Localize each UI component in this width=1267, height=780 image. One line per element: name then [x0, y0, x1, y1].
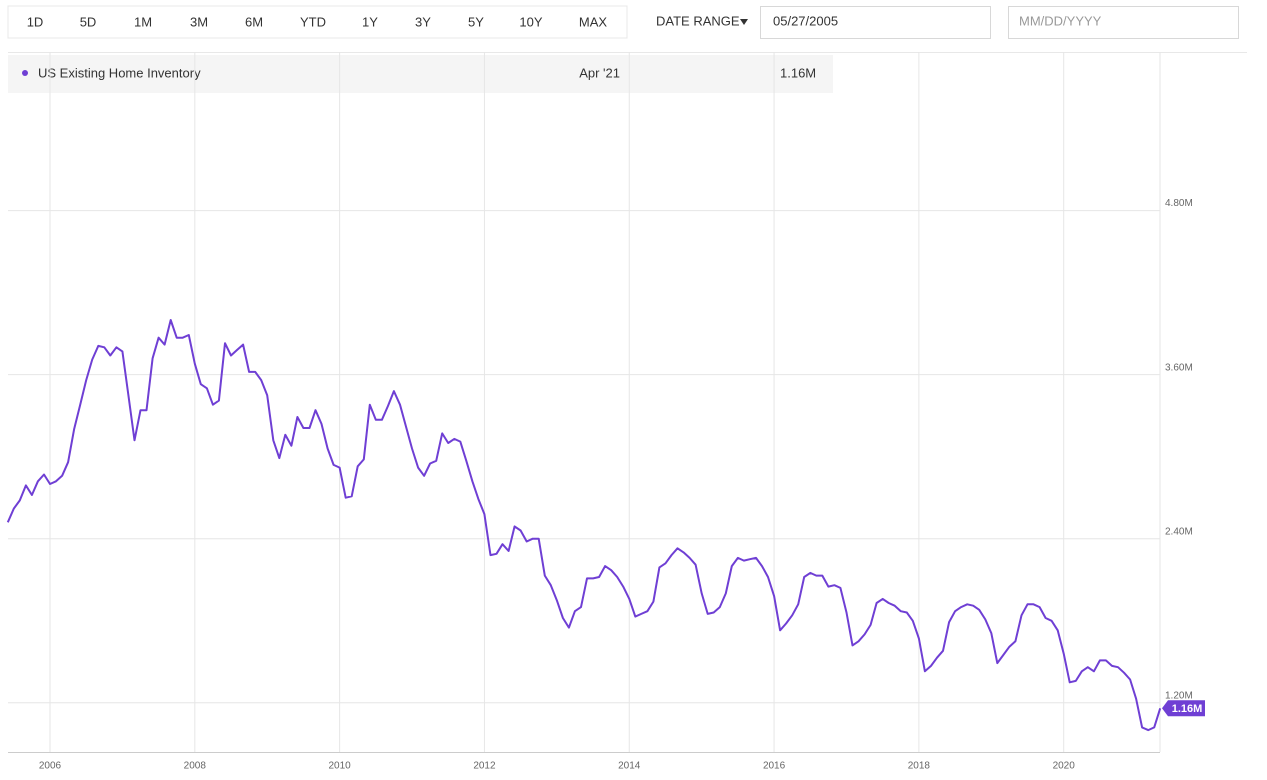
- range-button[interactable]: 1M: [134, 14, 152, 29]
- end-date-input[interactable]: [1008, 6, 1239, 39]
- legend-bar: [8, 55, 833, 93]
- readout-value: 1.16M: [780, 65, 816, 80]
- range-button[interactable]: 6M: [245, 14, 263, 29]
- readout-date: Apr '21: [579, 65, 620, 80]
- start-date[interactable]: 05/27/2005: [773, 13, 838, 28]
- x-tick-label: 2016: [763, 761, 786, 772]
- end-label-box: [1162, 700, 1205, 717]
- start-date-input[interactable]: [760, 6, 991, 39]
- end-label: 1.16M: [1172, 703, 1203, 715]
- y-tick-label: 1.20M: [1165, 690, 1193, 701]
- range-button[interactable]: 1D: [27, 14, 44, 29]
- x-tick-label: 2018: [908, 761, 931, 772]
- x-tick-label: 2010: [329, 761, 352, 772]
- range-button[interactable]: YTD: [300, 14, 326, 29]
- range-button[interactable]: 3Y: [415, 14, 431, 29]
- y-tick-label: 2.40M: [1165, 526, 1193, 537]
- x-tick-label: 2012: [473, 761, 496, 772]
- range-button[interactable]: MAX: [579, 14, 608, 29]
- range-button[interactable]: 3M: [190, 14, 208, 29]
- y-tick-label: 4.80M: [1165, 198, 1193, 209]
- y-tick-label: 3.60M: [1165, 362, 1193, 373]
- series-line: [6, 319, 1162, 732]
- date-range-label[interactable]: DATE RANGE: [656, 13, 740, 28]
- range-button[interactable]: 5D: [80, 14, 97, 29]
- end-date-placeholder[interactable]: MM/DD/YYYY: [1019, 13, 1102, 28]
- x-tick-label: 2008: [184, 761, 207, 772]
- dropdown-caret: [740, 19, 748, 25]
- legend-name: US Existing Home Inventory: [38, 65, 201, 80]
- range-button[interactable]: 1Y: [362, 14, 378, 29]
- x-tick-label: 2014: [618, 761, 641, 772]
- range-button[interactable]: 5Y: [468, 14, 484, 29]
- range-bar: [7, 5, 628, 39]
- x-tick-label: 2020: [1053, 761, 1076, 772]
- range-button[interactable]: 10Y: [519, 14, 542, 29]
- legend-dot: [22, 70, 28, 76]
- x-tick-label: 2006: [39, 761, 62, 772]
